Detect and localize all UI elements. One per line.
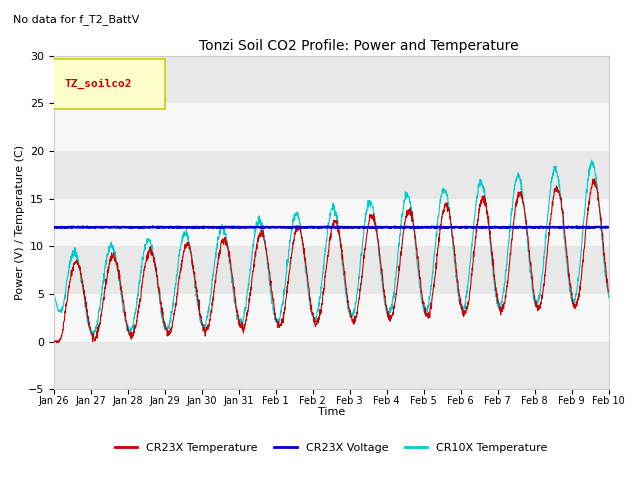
Bar xyxy=(54,294,609,342)
Text: No data for f_T2_BattV: No data for f_T2_BattV xyxy=(13,14,139,25)
Legend: CR23X Temperature, CR23X Voltage, CR10X Temperature: CR23X Temperature, CR23X Voltage, CR10X … xyxy=(111,438,552,457)
Y-axis label: Power (V) / Temperature (C): Power (V) / Temperature (C) xyxy=(15,145,25,300)
Bar xyxy=(54,56,609,103)
Text: TZ_soilco2: TZ_soilco2 xyxy=(65,79,132,89)
Bar xyxy=(54,246,609,294)
Bar xyxy=(54,342,609,389)
FancyBboxPatch shape xyxy=(49,59,165,109)
Bar xyxy=(54,103,609,151)
X-axis label: Time: Time xyxy=(317,407,345,417)
Title: Tonzi Soil CO2 Profile: Power and Temperature: Tonzi Soil CO2 Profile: Power and Temper… xyxy=(199,39,519,53)
Bar xyxy=(54,199,609,246)
Bar xyxy=(54,151,609,199)
